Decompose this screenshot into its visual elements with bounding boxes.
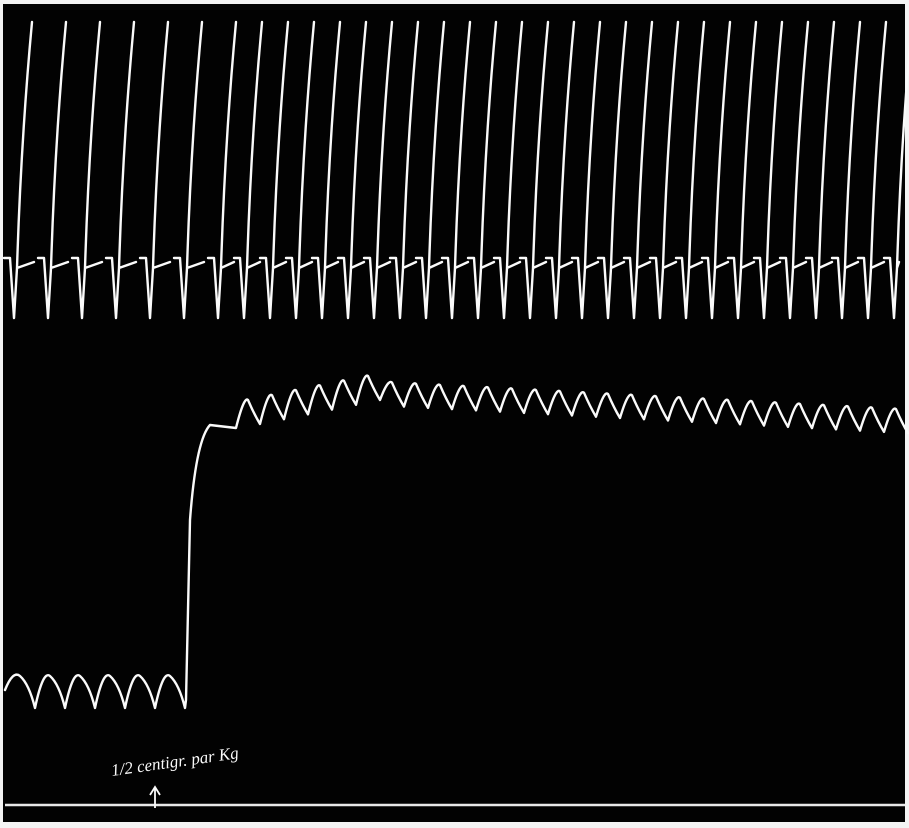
plate	[3, 4, 905, 822]
page: 1/2 centigr. par Kg (() => { const data …	[0, 0, 909, 828]
tracing: 1/2 centigr. par Kg	[0, 0, 909, 828]
